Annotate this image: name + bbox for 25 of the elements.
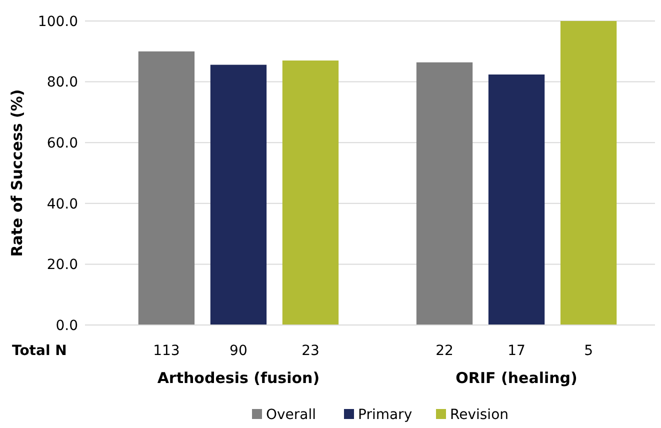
bar (560, 21, 617, 325)
y-tick-label: 20.0 (46, 257, 78, 274)
text: 17 (508, 343, 526, 359)
text: Total N (12, 343, 67, 359)
text: 5 (584, 343, 594, 359)
text: 22 (436, 343, 454, 359)
y-tick-label: 80.0 (46, 74, 78, 91)
x-tick-label: Arthodesis (fusion) (157, 369, 320, 387)
bar (138, 51, 195, 325)
bar (210, 64, 267, 325)
y-tick-label: 100.0 (38, 14, 78, 30)
bar (416, 62, 473, 325)
legend-label: Primary (358, 407, 412, 423)
y-tick-label: 40.0 (46, 196, 78, 212)
text: 23 (302, 343, 320, 359)
y-axis-title: Rate of Success (%) (8, 89, 26, 257)
bar (282, 60, 339, 325)
y-tick-label: 0.0 (56, 318, 78, 334)
legend-label: Revision (450, 407, 509, 423)
x-tick-label: ORIF (healing) (456, 369, 578, 387)
legend-label: Overall (266, 407, 316, 423)
y-tick-label: 60.0 (46, 136, 78, 152)
text: 113 (153, 343, 180, 359)
text: 90 (230, 343, 248, 359)
bar (488, 74, 545, 325)
